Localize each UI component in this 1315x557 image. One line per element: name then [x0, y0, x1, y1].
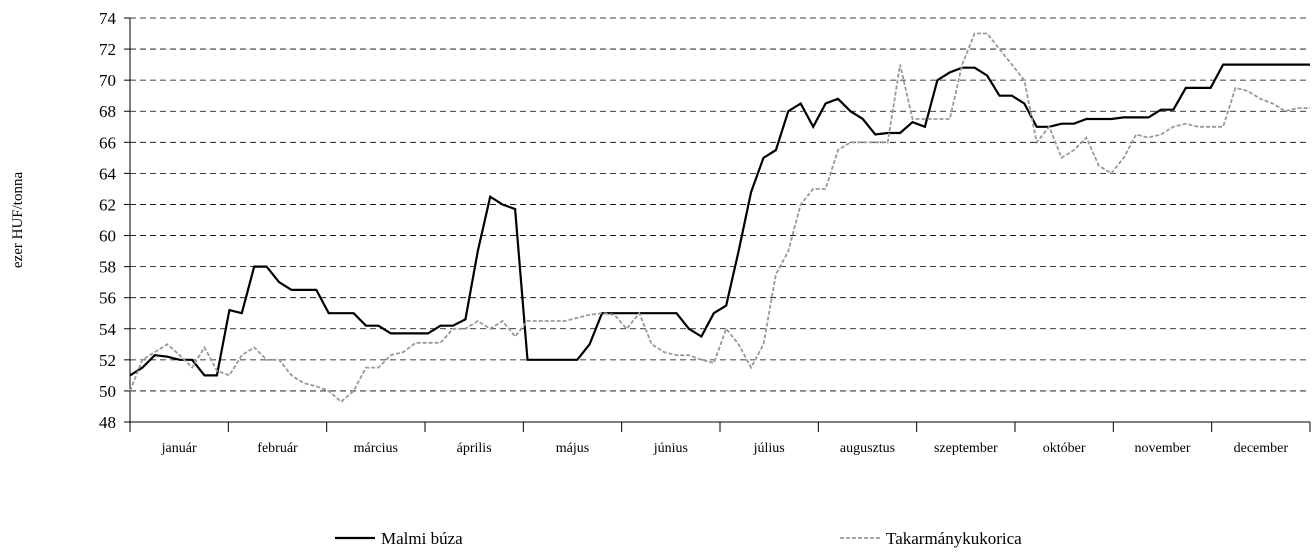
- x-tick-label: szeptember: [934, 441, 998, 456]
- y-tick-label: 48: [99, 413, 116, 432]
- y-tick-label: 58: [99, 258, 116, 277]
- legend-label: Malmi búza: [381, 529, 463, 548]
- x-tick-label: április: [457, 441, 492, 456]
- y-tick-label: 62: [99, 195, 116, 214]
- x-tick-label: június: [653, 441, 688, 456]
- x-tick-label: február: [257, 441, 298, 456]
- x-tick-label: július: [753, 441, 785, 456]
- x-tick-label: május: [556, 441, 589, 456]
- legend-label: Takarmánykukorica: [886, 529, 1022, 548]
- y-tick-label: 72: [99, 40, 116, 59]
- series-line: [129, 63, 1310, 377]
- y-tick-label: 70: [99, 71, 116, 90]
- y-tick-label: 52: [99, 351, 116, 370]
- y-tick-label: 56: [99, 289, 116, 308]
- y-tick-label: 64: [99, 164, 117, 183]
- x-tick-label: augusztus: [840, 441, 895, 456]
- y-tick-label: 50: [99, 382, 116, 401]
- y-tick-label: 60: [99, 227, 116, 246]
- x-tick-label: október: [1043, 441, 1086, 456]
- x-tick-label: november: [1135, 441, 1191, 456]
- y-tick-label: 74: [99, 9, 117, 28]
- x-tick-label: január: [161, 441, 197, 456]
- x-tick-label: december: [1234, 441, 1289, 456]
- y-axis-label: ezer HUF/tonna: [10, 172, 26, 269]
- x-tick-label: március: [354, 441, 398, 456]
- y-tick-label: 68: [99, 102, 116, 121]
- y-tick-label: 66: [99, 133, 116, 152]
- y-tick-label: 54: [99, 320, 117, 339]
- series-line: [129, 32, 1310, 403]
